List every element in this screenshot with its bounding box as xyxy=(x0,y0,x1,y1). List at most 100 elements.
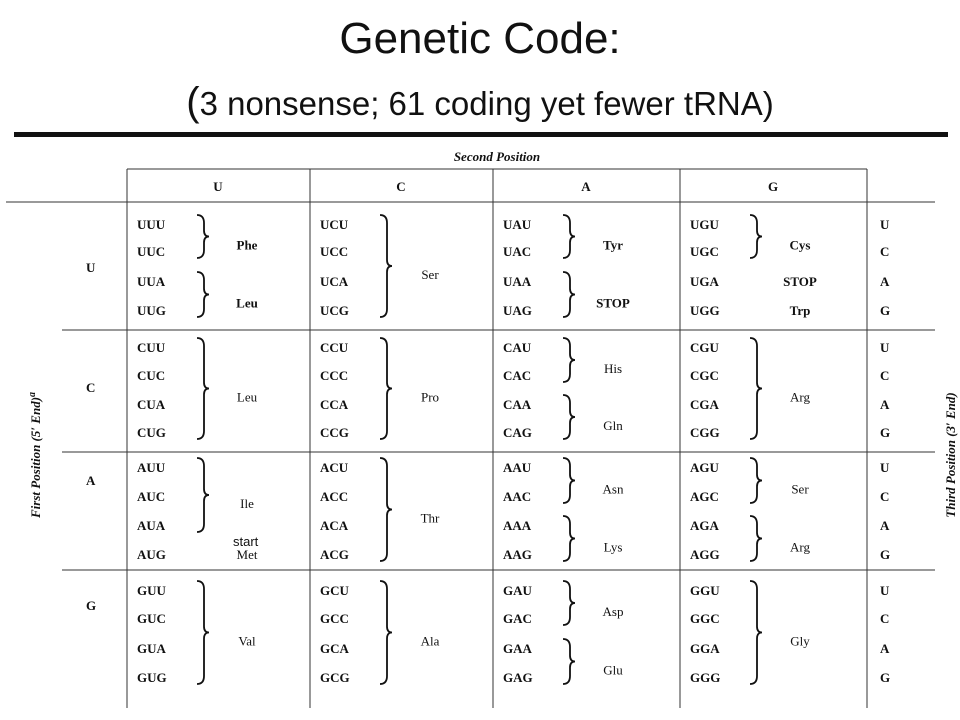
codon: GGC xyxy=(690,611,720,626)
third-base: A xyxy=(880,397,890,412)
third-base: U xyxy=(880,217,890,232)
codon: CUU xyxy=(137,340,166,355)
amino-acid-label: Lys xyxy=(604,540,623,555)
codon-brace xyxy=(196,271,210,318)
codon: AGG xyxy=(690,547,720,562)
title-rule xyxy=(14,132,948,137)
codon: UAC xyxy=(503,244,531,259)
amino-acid-label: STOP xyxy=(596,296,630,311)
start-note: start xyxy=(233,534,259,549)
codon: GGG xyxy=(690,670,720,685)
third-base: U xyxy=(880,460,890,475)
amino-acid-label: Met xyxy=(237,547,258,562)
codon: GUC xyxy=(137,611,166,626)
codon-brace xyxy=(562,337,576,383)
codon: GAU xyxy=(503,583,533,598)
codon-brace xyxy=(196,580,210,685)
amino-acid-label: Ser xyxy=(421,267,439,282)
third-base: G xyxy=(880,303,890,318)
codon-brace xyxy=(562,638,576,685)
codon: AUU xyxy=(137,460,166,475)
codon: GGA xyxy=(690,641,720,656)
codon: GCG xyxy=(320,670,350,685)
codon-brace xyxy=(749,515,763,562)
first-base-u: U xyxy=(86,260,96,275)
codon-brace xyxy=(379,337,393,440)
codon: CCC xyxy=(320,368,348,383)
amino-acid-label: Pro xyxy=(421,390,439,405)
amino-acid-label: Phe xyxy=(237,238,258,253)
codon: CAA xyxy=(503,397,532,412)
codon-brace xyxy=(379,580,393,685)
third-base: U xyxy=(880,583,890,598)
third-base: A xyxy=(880,641,890,656)
codon: UAG xyxy=(503,303,532,318)
second-base-c: C xyxy=(396,179,405,194)
third-base: U xyxy=(880,340,890,355)
second-base-a: A xyxy=(581,179,591,194)
amino-acid-label: His xyxy=(604,361,622,376)
codon: GCC xyxy=(320,611,349,626)
subtitle-text: 3 nonsense; 61 coding yet fewer tRNA xyxy=(199,85,763,122)
slide-subtitle: (3 nonsense; 61 coding yet fewer tRNA) xyxy=(0,80,960,125)
codon: UAU xyxy=(503,217,532,232)
second-position-label: Second Position xyxy=(454,149,540,164)
slide-title: Genetic Code: xyxy=(339,14,621,63)
codon-brace xyxy=(379,457,393,562)
codon: GUU xyxy=(137,583,167,598)
codon: UUC xyxy=(137,244,165,259)
codon: GAG xyxy=(503,670,533,685)
codon: GUG xyxy=(137,670,167,685)
codon: UGG xyxy=(690,303,720,318)
amino-acid-label: Cys xyxy=(790,238,811,253)
codon: CGC xyxy=(690,368,719,383)
third-base: C xyxy=(880,611,889,626)
codon: UGC xyxy=(690,244,719,259)
amino-acid-label: Asn xyxy=(603,482,624,497)
codon: CCU xyxy=(320,340,349,355)
codon-brace xyxy=(562,515,576,562)
codon: UCU xyxy=(320,217,349,232)
codon: GAA xyxy=(503,641,533,656)
codon: CGA xyxy=(690,397,720,412)
amino-acid-label: Gly xyxy=(790,634,810,649)
codon: CCG xyxy=(320,425,349,440)
codon: GAC xyxy=(503,611,532,626)
third-base: C xyxy=(880,368,889,383)
amino-acid-label: Leu xyxy=(236,296,258,311)
amino-acid-label: Ala xyxy=(421,634,440,649)
codon-brace xyxy=(379,214,393,318)
third-base: A xyxy=(880,518,890,533)
first-base-g: G xyxy=(86,598,96,613)
amino-acid-label: Ile xyxy=(240,496,254,511)
first-base-c: C xyxy=(86,380,95,395)
third-base: C xyxy=(880,244,889,259)
codon-brace xyxy=(749,214,763,259)
codon: UCC xyxy=(320,244,348,259)
codon: CGU xyxy=(690,340,720,355)
amino-acid-label: Arg xyxy=(790,390,810,405)
codon: AAU xyxy=(503,460,532,475)
first-base-a: A xyxy=(86,473,96,488)
amino-acid-label: Gln xyxy=(603,418,623,433)
codon: UUG xyxy=(137,303,166,318)
codon-brace xyxy=(749,580,763,685)
codon: UCA xyxy=(320,274,349,289)
codon: AUA xyxy=(137,518,166,533)
codon: UUU xyxy=(137,217,166,232)
amino-acid-label: Glu xyxy=(603,663,623,678)
codon: UAA xyxy=(503,274,532,289)
codon: ACC xyxy=(320,489,348,504)
codon: CAU xyxy=(503,340,532,355)
codon: UUA xyxy=(137,274,166,289)
codon: AGA xyxy=(690,518,720,533)
codon: AUG xyxy=(137,547,166,562)
codon-brace xyxy=(749,337,763,440)
codon: ACA xyxy=(320,518,349,533)
codon-brace xyxy=(196,337,210,440)
codon-brace xyxy=(562,580,576,626)
codon: CAG xyxy=(503,425,532,440)
second-base-g: G xyxy=(768,179,778,194)
